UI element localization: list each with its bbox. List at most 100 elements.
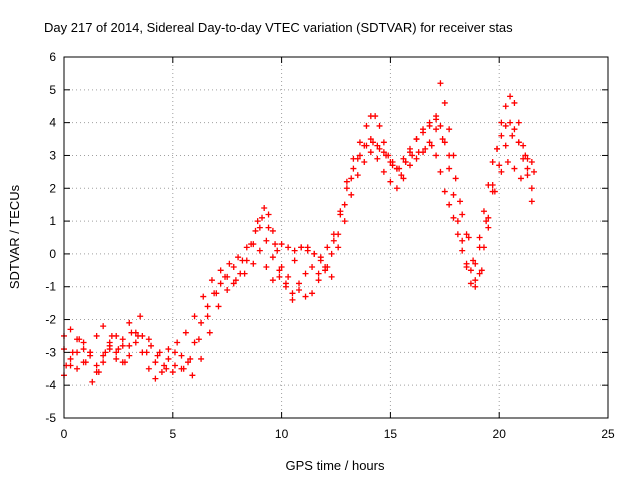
data-point (139, 349, 146, 356)
data-point (208, 277, 215, 284)
data-point (215, 303, 222, 310)
data-point (289, 296, 296, 303)
data-point (161, 362, 168, 369)
data-point (433, 126, 440, 133)
data-point (180, 365, 187, 372)
data-point (206, 329, 213, 336)
data-point (291, 257, 298, 264)
data-point (93, 332, 100, 339)
data-point (269, 254, 276, 261)
data-point (376, 145, 383, 152)
data-point (191, 339, 198, 346)
data-point (528, 159, 535, 166)
data-point (113, 349, 120, 356)
data-point (335, 231, 342, 238)
data-point (406, 162, 413, 169)
data-point (507, 93, 514, 100)
data-point (428, 142, 435, 149)
data-point (472, 260, 479, 267)
data-point (380, 168, 387, 175)
data-point (374, 142, 381, 149)
data-point (278, 264, 285, 271)
data-point (121, 359, 128, 366)
data-point (285, 273, 292, 280)
y-tick-label: 6 (49, 50, 56, 64)
data-point (204, 313, 211, 320)
data-point (189, 372, 196, 379)
data-point (230, 280, 237, 287)
data-point (224, 273, 231, 280)
data-point (276, 273, 283, 280)
data-point (274, 247, 281, 254)
data-point (309, 290, 316, 297)
y-tick-label: 1 (49, 214, 56, 228)
x-axis-label: GPS time / hours (286, 458, 385, 473)
data-point (354, 172, 361, 179)
data-point (156, 349, 163, 356)
data-point (256, 247, 263, 254)
data-point (454, 231, 461, 238)
data-point (169, 369, 176, 376)
data-point (459, 237, 466, 244)
data-point (457, 198, 464, 205)
data-point (409, 152, 416, 159)
data-point (502, 103, 509, 110)
data-point (67, 326, 74, 333)
data-point (100, 359, 107, 366)
data-point (241, 270, 248, 277)
data-point (531, 168, 538, 175)
data-point (387, 159, 394, 166)
data-point (372, 113, 379, 120)
data-point (393, 165, 400, 172)
data-point (298, 244, 305, 251)
data-point (224, 287, 231, 294)
data-point (80, 346, 87, 353)
data-point (463, 260, 470, 267)
data-point (317, 257, 324, 264)
data-point (315, 270, 322, 277)
data-point (137, 313, 144, 320)
data-point (341, 218, 348, 225)
data-point (467, 267, 474, 274)
data-point (69, 349, 76, 356)
data-point (100, 323, 107, 330)
data-point (498, 168, 505, 175)
data-point (522, 152, 529, 159)
data-point (341, 201, 348, 208)
data-point (152, 359, 159, 366)
data-point (185, 359, 192, 366)
data-point (441, 99, 448, 106)
data-point (154, 352, 161, 359)
data-point (470, 257, 477, 264)
data-point (95, 369, 102, 376)
data-point (509, 132, 516, 139)
data-point (374, 155, 381, 162)
data-point (476, 244, 483, 251)
data-point (413, 155, 420, 162)
data-point (187, 355, 194, 362)
data-point (165, 355, 172, 362)
y-tick-label: 2 (49, 181, 56, 195)
data-point (459, 247, 466, 254)
data-point (335, 244, 342, 251)
data-point (376, 122, 383, 129)
data-point (515, 119, 522, 126)
data-point (485, 224, 492, 231)
data-point (148, 342, 155, 349)
data-point (204, 303, 211, 310)
data-point (441, 188, 448, 195)
data-point (398, 172, 405, 179)
data-point (446, 165, 453, 172)
data-point (93, 362, 100, 369)
data-point (343, 178, 350, 185)
data-series (61, 80, 538, 385)
data-point (361, 142, 368, 149)
data-point (511, 126, 518, 133)
data-point (437, 80, 444, 87)
data-point (126, 352, 133, 359)
data-point (454, 218, 461, 225)
data-point (426, 122, 433, 129)
data-point (446, 201, 453, 208)
data-point (476, 234, 483, 241)
